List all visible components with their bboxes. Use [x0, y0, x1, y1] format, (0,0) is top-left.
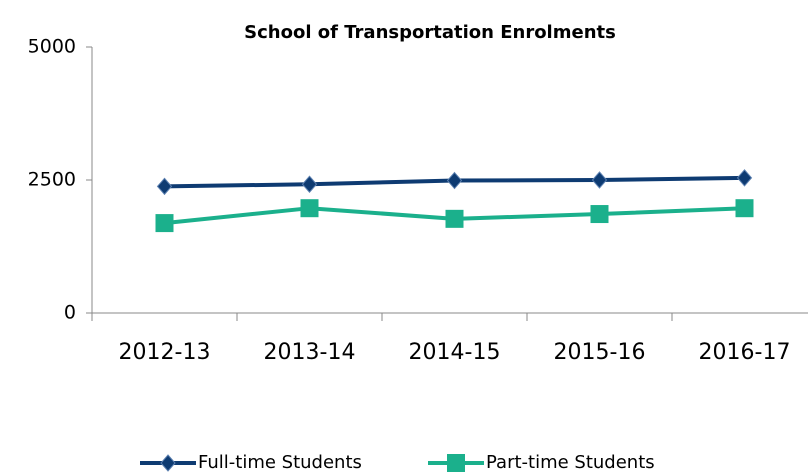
- legend-label: Full-time Students: [198, 452, 362, 472]
- point: [300, 199, 319, 218]
- chart-title: School of Transportation Enrolments: [244, 22, 616, 43]
- x-tick-label: 2013-14: [264, 340, 356, 365]
- point: [445, 209, 464, 228]
- legend-label: Part-time Students: [486, 452, 655, 472]
- point: [446, 171, 463, 190]
- x-tick-label: 2015-16: [554, 340, 646, 365]
- point: [590, 205, 609, 224]
- point: [301, 175, 318, 194]
- x-tick-label: 2014-15: [409, 340, 501, 365]
- x-tick-label: 2012-13: [119, 340, 211, 365]
- y-tick-label: 5000: [28, 36, 76, 58]
- point: [735, 199, 754, 218]
- y-tick-label: 0: [64, 302, 76, 324]
- legend-marker: [447, 454, 465, 472]
- point: [155, 214, 174, 233]
- point: [156, 177, 173, 196]
- point: [736, 169, 753, 187]
- point: [591, 171, 608, 189]
- legend-marker: [160, 454, 176, 472]
- x-tick-label: 2016-17: [699, 340, 791, 365]
- y-tick-label: 2500: [28, 169, 76, 191]
